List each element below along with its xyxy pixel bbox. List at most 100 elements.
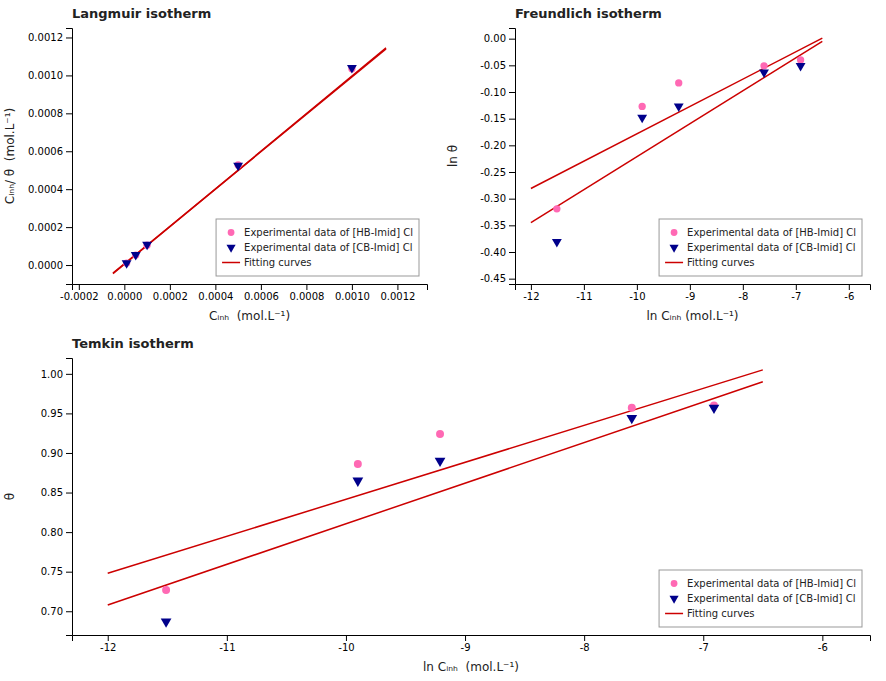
data-point — [233, 163, 243, 172]
y-axis-title: ln θ — [446, 145, 460, 167]
tick-mark — [509, 92, 515, 93]
tick: -0.15 — [480, 113, 515, 124]
tick-label: -0.20 — [480, 140, 506, 151]
tick: -11 — [576, 284, 592, 302]
tick-mark — [822, 635, 823, 641]
tick-mark — [637, 284, 638, 290]
data-point — [352, 478, 363, 487]
data-point — [675, 79, 682, 86]
plot-area — [531, 38, 822, 247]
tick-mark — [509, 65, 515, 66]
tick: -7 — [699, 635, 709, 653]
tick: 0.0002 — [28, 222, 72, 233]
data-point — [142, 242, 152, 251]
tick-label: -0.45 — [480, 273, 506, 284]
tick-label: 0.85 — [41, 487, 63, 498]
tick-label: 0.0002 — [28, 222, 63, 233]
tick: -0.10 — [480, 87, 515, 98]
tick-label: -0.40 — [480, 247, 506, 258]
tick-label: 1.00 — [41, 369, 63, 380]
tick: -0.05 — [480, 60, 515, 71]
tick: -10 — [338, 635, 354, 653]
y-axis-line — [66, 29, 73, 285]
tick: -9 — [685, 284, 695, 302]
tick: -8 — [738, 284, 748, 302]
tick-mark — [690, 284, 691, 290]
legend-box — [659, 219, 862, 276]
tick-mark — [531, 284, 532, 290]
tick-label: -7 — [699, 642, 709, 653]
data-point — [674, 104, 684, 113]
tick-mark — [66, 493, 72, 494]
tick: 0.0012 — [28, 32, 72, 43]
y-axis-title: Cᵢₙₕ/ θ (mol.L⁻¹) — [3, 108, 17, 204]
tick-mark — [79, 284, 80, 290]
tick: -8 — [580, 635, 590, 653]
tick-mark — [227, 635, 228, 641]
tick-mark — [124, 284, 125, 290]
tick-mark — [66, 453, 72, 454]
legend-label: Experimental data of [CB-Imid] Cl — [687, 242, 855, 253]
tick: 0.0008 — [289, 284, 324, 302]
tick-mark — [66, 265, 72, 266]
tick-label: -12 — [523, 291, 539, 302]
tick-label: 0.0006 — [28, 146, 63, 157]
tick-label: 0.0008 — [28, 108, 63, 119]
tick-label: -10 — [629, 291, 645, 302]
tick-mark — [66, 37, 72, 38]
fit-line — [531, 38, 822, 188]
tick: -10 — [629, 284, 645, 302]
tick-mark — [215, 284, 216, 290]
legend-label: Fitting curves — [687, 257, 755, 268]
panel: -12-11-10-9-8-7-60.700.750.800.850.900.9… — [3, 336, 871, 674]
tick: -0.40 — [480, 247, 515, 258]
legend: Experimental data of [HB-Imid] ClExperim… — [216, 219, 419, 276]
tick-label: -7 — [791, 291, 801, 302]
x-axis-title: Cᵢₙₕ (mol.L⁻¹) — [209, 309, 290, 323]
tick: 0.0000 — [28, 260, 72, 271]
data-point — [709, 405, 720, 414]
tick-label: -6 — [844, 291, 854, 302]
tick: 0.0002 — [153, 284, 188, 302]
tick-label: 0.70 — [41, 606, 63, 617]
tick-label: 0.0010 — [335, 291, 370, 302]
y-axis-line — [66, 359, 73, 636]
tick-mark — [465, 635, 466, 641]
tick-label: 0.0000 — [28, 260, 63, 271]
tick-label: 0.0008 — [289, 291, 324, 302]
tick-mark — [509, 252, 515, 253]
tick-mark — [66, 611, 72, 612]
fit-line — [531, 41, 822, 222]
tick-mark — [509, 199, 515, 200]
data-point — [796, 63, 806, 72]
legend-label: Experimental data of [HB-Imid] Cl — [687, 227, 856, 238]
tick: 0.0012 — [380, 284, 415, 302]
data-point — [347, 65, 357, 74]
tick: 1.00 — [41, 369, 72, 380]
legend-box — [659, 570, 862, 627]
tick: -0.20 — [480, 140, 515, 151]
tick: -0.30 — [480, 193, 515, 204]
tick: 0.0006 — [244, 284, 279, 302]
tick-mark — [261, 284, 262, 290]
x-axis-title: ln Cᵢₙₕ (mol.L⁻¹) — [423, 660, 519, 674]
tick-label: 0.00 — [484, 33, 506, 44]
x-axis-line — [516, 285, 871, 291]
x-axis: -12-11-10-9-8-7-6 — [73, 635, 871, 653]
chart-title: Freundlich isotherm — [515, 6, 662, 21]
tick: 0.95 — [41, 408, 72, 419]
tick-mark — [66, 189, 72, 190]
data-point — [760, 62, 767, 69]
tick-label: 0.0004 — [28, 184, 63, 195]
panel: -12 -11 -10 -9 -8 -7 -6 0.00 -0.05 -0.10 -0.15 -0.2… — [446, 6, 871, 323]
tick: 0.0010 — [335, 284, 370, 302]
tick-mark — [584, 635, 585, 641]
x-axis-line — [73, 285, 428, 291]
y-axis: 0.700.750.800.850.900.951.00 — [41, 359, 73, 636]
tick-label: -0.30 — [480, 193, 506, 204]
tick-mark — [66, 572, 72, 573]
tick-mark — [509, 39, 515, 40]
tick-label: -0.35 — [480, 220, 506, 231]
tick-label: -11 — [219, 642, 235, 653]
tick-label: -0.15 — [480, 113, 506, 124]
